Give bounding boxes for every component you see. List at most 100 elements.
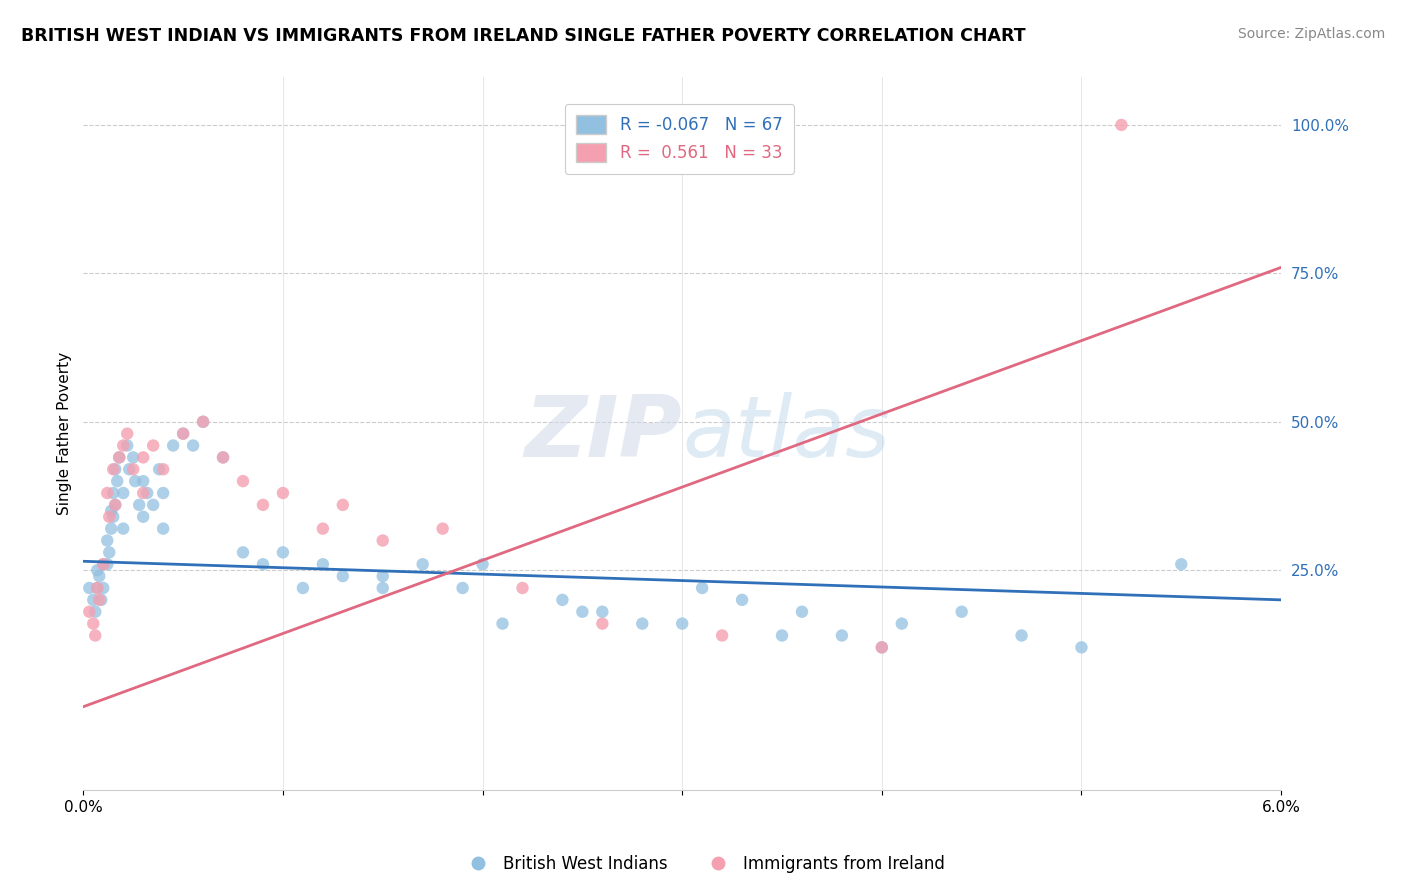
Point	[471, 558, 494, 572]
Point	[312, 558, 335, 572]
Point	[870, 640, 893, 655]
Point	[212, 450, 235, 465]
Point	[86, 563, 108, 577]
Point	[108, 450, 131, 465]
Point	[152, 522, 174, 536]
Point	[1070, 640, 1092, 655]
Point	[671, 616, 693, 631]
Point	[631, 616, 654, 631]
Point	[152, 462, 174, 476]
Point	[100, 504, 122, 518]
Point	[172, 426, 194, 441]
Point	[122, 450, 145, 465]
Point	[790, 605, 813, 619]
Point	[122, 462, 145, 476]
Point	[252, 558, 274, 572]
Point	[232, 545, 254, 559]
Text: ZIP: ZIP	[524, 392, 682, 475]
Point	[371, 569, 394, 583]
Point	[142, 438, 165, 452]
Point	[232, 474, 254, 488]
Point	[571, 605, 593, 619]
Point	[96, 558, 118, 572]
Point	[191, 415, 214, 429]
Point	[591, 616, 613, 631]
Point	[104, 498, 127, 512]
Point	[89, 569, 111, 583]
Point	[512, 581, 534, 595]
Point	[181, 438, 204, 452]
Point	[77, 605, 100, 619]
Point	[770, 628, 793, 642]
Point	[91, 581, 114, 595]
Point	[191, 415, 214, 429]
Point	[104, 462, 127, 476]
Point	[312, 522, 335, 536]
Point	[82, 616, 104, 631]
Point	[591, 605, 613, 619]
Point	[98, 545, 121, 559]
Point	[271, 486, 294, 500]
Text: atlas: atlas	[682, 392, 890, 475]
Point	[162, 438, 184, 452]
Point	[132, 486, 155, 500]
Point	[132, 474, 155, 488]
Point	[118, 462, 141, 476]
Point	[82, 592, 104, 607]
Point	[252, 498, 274, 512]
Point	[332, 569, 354, 583]
Point	[371, 581, 394, 595]
Point	[332, 498, 354, 512]
Point	[98, 509, 121, 524]
Point	[103, 486, 125, 500]
Y-axis label: Single Father Poverty: Single Father Poverty	[58, 352, 72, 516]
Point	[96, 486, 118, 500]
Point	[132, 509, 155, 524]
Point	[491, 616, 513, 631]
Point	[86, 581, 108, 595]
Point	[112, 438, 135, 452]
Point	[271, 545, 294, 559]
Point	[103, 462, 125, 476]
Point	[870, 640, 893, 655]
Point	[152, 486, 174, 500]
Point	[291, 581, 314, 595]
Text: BRITISH WEST INDIAN VS IMMIGRANTS FROM IRELAND SINGLE FATHER POVERTY CORRELATION: BRITISH WEST INDIAN VS IMMIGRANTS FROM I…	[21, 27, 1026, 45]
Point	[91, 558, 114, 572]
Point	[90, 592, 112, 607]
Point	[142, 498, 165, 512]
Point	[412, 558, 434, 572]
Point	[89, 592, 111, 607]
Point	[103, 509, 125, 524]
Point	[212, 450, 235, 465]
Point	[432, 522, 454, 536]
Point	[112, 522, 135, 536]
Point	[96, 533, 118, 548]
Point	[136, 486, 159, 500]
Legend: British West Indians, Immigrants from Ireland: British West Indians, Immigrants from Ir…	[454, 848, 952, 880]
Point	[890, 616, 912, 631]
Point	[105, 474, 128, 488]
Point	[91, 558, 114, 572]
Point	[115, 438, 138, 452]
Point	[1111, 118, 1133, 132]
Point	[1170, 558, 1192, 572]
Point	[84, 628, 107, 642]
Point	[86, 581, 108, 595]
Text: Source: ZipAtlas.com: Source: ZipAtlas.com	[1237, 27, 1385, 41]
Point	[551, 592, 574, 607]
Point	[371, 533, 394, 548]
Point	[711, 628, 734, 642]
Point	[84, 605, 107, 619]
Point	[451, 581, 474, 595]
Point	[104, 498, 127, 512]
Point	[132, 450, 155, 465]
Point	[1011, 628, 1033, 642]
Point	[831, 628, 853, 642]
Point	[115, 426, 138, 441]
Point	[124, 474, 146, 488]
Point	[172, 426, 194, 441]
Point	[148, 462, 170, 476]
Legend: R = -0.067   N = 67, R =  0.561   N = 33: R = -0.067 N = 67, R = 0.561 N = 33	[565, 103, 794, 174]
Point	[128, 498, 150, 512]
